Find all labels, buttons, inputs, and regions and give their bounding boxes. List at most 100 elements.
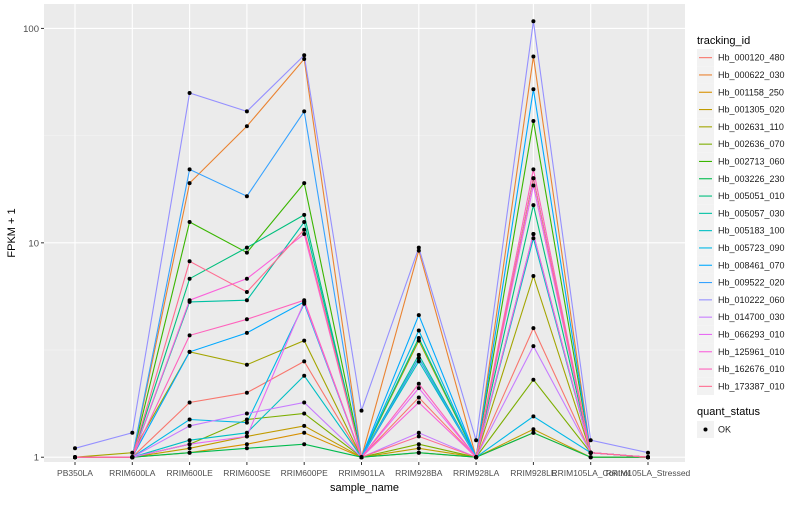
data-point — [244, 109, 249, 114]
data-point — [244, 446, 249, 451]
x-tick-label: RRIM600PE — [281, 468, 329, 478]
data-point — [302, 232, 307, 236]
data-point — [244, 250, 249, 255]
data-point — [244, 442, 249, 447]
data-point — [359, 408, 364, 413]
data-point — [187, 298, 192, 303]
y-tick-label: 1 — [34, 453, 39, 464]
data-point — [244, 194, 249, 199]
plot-panel — [44, 4, 685, 462]
data-point — [244, 430, 249, 435]
x-tick-label: RRIM600SE — [223, 468, 271, 478]
data-point — [130, 450, 135, 455]
legend-label: Hb_001158_250 — [718, 87, 784, 97]
data-point — [302, 298, 307, 303]
data-point — [531, 119, 536, 123]
x-axis-label: sample_name — [330, 482, 399, 494]
data-points — [73, 19, 650, 460]
data-point — [302, 338, 307, 343]
data-point — [416, 359, 421, 364]
data-point — [531, 87, 536, 92]
data-point — [588, 450, 593, 455]
data-point — [244, 362, 249, 367]
data-point — [244, 290, 249, 294]
data-point — [474, 438, 479, 443]
data-point — [302, 373, 307, 378]
quant-status-legend-title: quant_status — [697, 406, 760, 418]
legend-label: Hb_125961_010 — [718, 347, 785, 357]
data-point — [187, 167, 192, 172]
data-point — [646, 455, 650, 460]
data-point — [302, 442, 307, 447]
data-point — [187, 349, 192, 354]
legend-label: Hb_173387_010 — [718, 381, 785, 391]
legend-label: Hb_003226_230 — [718, 174, 785, 184]
x-tick-label: RRIM105LA_Control — [551, 468, 630, 478]
data-point — [416, 313, 421, 318]
legend-label: Hb_008461_070 — [718, 260, 785, 270]
legend-label: Hb_002636_070 — [718, 139, 785, 149]
x-tick-label: RRIM928LE — [510, 468, 557, 478]
data-point — [187, 417, 192, 422]
data-point — [187, 91, 192, 95]
data-point — [302, 181, 307, 186]
data-point — [416, 386, 421, 391]
data-point — [244, 417, 249, 422]
data-point — [302, 109, 307, 114]
legend-label: Hb_000120_480 — [718, 53, 785, 63]
data-point — [244, 317, 249, 322]
data-point — [130, 430, 135, 435]
x-tick-label: RRIM105LA_Stressed — [606, 468, 691, 478]
data-point — [187, 259, 192, 264]
data-point — [416, 395, 421, 400]
data-point — [244, 390, 249, 395]
data-point — [302, 400, 307, 405]
x-tick-label: RRIM600LA — [109, 468, 156, 478]
data-point — [302, 430, 307, 435]
data-point — [187, 400, 192, 405]
x-axis-ticks: PB350LA RRIM600LA RRIM600LE RRIM600SE RRIM60… — [57, 462, 691, 478]
data-point — [531, 176, 536, 181]
legend-label: Hb_066293_010 — [718, 329, 785, 339]
y-tick-label: 100 — [23, 24, 39, 35]
data-point — [416, 446, 421, 451]
legend-label: Hb_005723_090 — [718, 243, 785, 253]
y-axis-label: FPKM + 1 — [6, 208, 18, 257]
data-point — [531, 54, 536, 59]
data-point — [244, 276, 249, 281]
data-point — [416, 245, 421, 250]
data-point — [302, 359, 307, 364]
data-point — [130, 455, 135, 460]
data-point — [187, 220, 192, 224]
data-point — [302, 227, 307, 232]
y-tick-label: 10 — [28, 238, 39, 249]
data-point — [244, 245, 249, 250]
data-point — [244, 124, 249, 129]
data-point — [244, 434, 249, 439]
legend-label: Hb_005057_030 — [718, 208, 785, 218]
data-point — [302, 53, 307, 58]
data-point — [588, 455, 593, 460]
legend: tracking_id Hb_000120_480Hb_000622_030Hb… — [697, 35, 785, 438]
legend-label: Hb_005051_010 — [718, 191, 785, 201]
y-axis-ticks: 1 10 100 — [23, 24, 44, 464]
data-point — [416, 356, 421, 361]
x-tick-label: RRIM901LA — [338, 468, 385, 478]
data-point — [244, 298, 249, 303]
data-point — [244, 411, 249, 416]
data-point — [416, 442, 421, 447]
data-point — [531, 232, 536, 236]
legend-label: Hb_014700_030 — [718, 312, 785, 322]
x-tick-label: RRIM928LA — [453, 468, 500, 478]
data-point — [359, 455, 364, 460]
data-point — [531, 19, 536, 24]
data-point — [244, 420, 249, 425]
data-point — [531, 414, 536, 419]
data-point — [416, 450, 421, 455]
legend-label: Hb_002713_060 — [718, 156, 785, 166]
data-point — [187, 181, 192, 186]
data-point — [416, 430, 421, 435]
data-point — [302, 423, 307, 428]
data-point — [531, 183, 536, 188]
